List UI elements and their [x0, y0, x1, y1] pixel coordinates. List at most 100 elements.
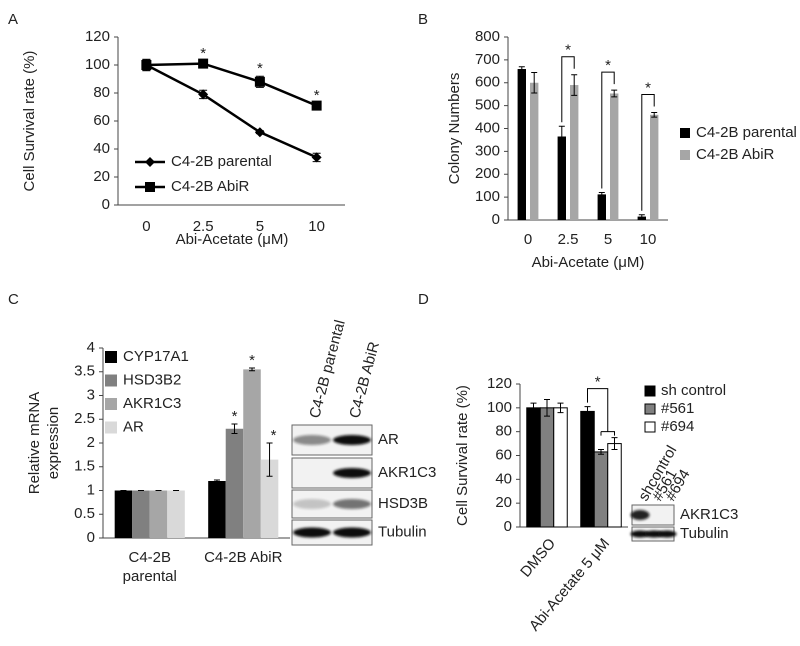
error-bar [611, 437, 618, 451]
significance-star: * [200, 45, 206, 62]
blot-row-label: AR [378, 431, 399, 448]
bar [610, 93, 619, 220]
series-line [146, 62, 318, 107]
y-tick-label: 60 [93, 112, 110, 129]
error-bar [598, 449, 604, 455]
x-tick-label: 2.5 [558, 231, 579, 248]
y-tick-label: 80 [93, 84, 110, 101]
error-bar [213, 479, 220, 483]
y-tick-label: 3 [87, 386, 95, 403]
blot-band [333, 435, 371, 445]
panel-label: C [8, 291, 19, 308]
legend-swatch [105, 421, 117, 434]
marker [141, 60, 152, 70]
legend-label: AR [123, 418, 144, 435]
legend-swatch [680, 150, 690, 160]
y-tick-label: 40 [93, 140, 110, 157]
bar [530, 82, 539, 220]
blot-row-label: HSD3B [378, 495, 428, 512]
y-tick-label: 1 [87, 481, 95, 498]
bar [260, 459, 279, 538]
bar [149, 490, 168, 538]
bar [650, 114, 659, 220]
y-axis-title: Cell Survival rate (%) [21, 51, 38, 192]
y-tick-label: 300 [475, 142, 500, 159]
x-tick-label-box: C4-2B parental [123, 549, 177, 585]
y-tick-label: 0 [102, 196, 110, 213]
blot-row-label: AKR1C3 [680, 506, 738, 523]
error-bar [531, 71, 538, 94]
error-bar [571, 74, 578, 96]
y-tick-label: 120 [487, 375, 512, 392]
error-bar [598, 192, 605, 197]
blot-lane-label: C4-2B AbiR [346, 340, 383, 420]
significance-star: * [249, 352, 255, 369]
blot-band [644, 530, 664, 538]
bar [607, 443, 622, 528]
significance-bracket [641, 93, 655, 211]
error-bar [544, 398, 550, 417]
panel-label: D [418, 291, 429, 308]
legend-label: #694 [661, 418, 694, 435]
blot-row-label: Tubulin [378, 523, 427, 540]
y-tick-label: 500 [475, 97, 500, 114]
error-bar [651, 111, 658, 118]
marker [254, 127, 265, 138]
error-bar [638, 214, 645, 219]
bar [580, 410, 595, 528]
legend-swatch [680, 128, 690, 138]
error-bar [249, 367, 256, 372]
bar [208, 481, 226, 538]
error-bar [584, 406, 591, 417]
bar [557, 136, 566, 220]
x-tick-label: 2.5 [193, 218, 214, 235]
bar [243, 369, 261, 538]
y-tick-label: 0 [87, 529, 95, 546]
y-axis-title: Colony Numbers [446, 73, 463, 185]
y-axis-title: Relative mRNA expression [26, 391, 62, 495]
significance-star: * [232, 408, 238, 425]
y-tick-label: 0 [492, 211, 500, 228]
y-tick-label: 60 [495, 446, 512, 463]
y-tick-label: 800 [475, 28, 500, 45]
y-tick-label: 80 [495, 423, 512, 440]
legend-swatch [105, 374, 117, 387]
error-bar [557, 402, 564, 414]
y-tick-label: 200 [475, 165, 500, 182]
y-tick-label: 120 [85, 28, 110, 45]
bar [570, 85, 579, 220]
significance-star: * [565, 42, 571, 59]
y-tick-label: 2 [87, 434, 95, 451]
legend-marker [145, 157, 155, 167]
significance-star: * [271, 427, 277, 444]
x-tick-label: 5 [256, 218, 264, 235]
blot-lane-label: C4-2B parental [306, 318, 349, 420]
significance-bracket [601, 71, 615, 189]
significance-star: * [595, 374, 601, 391]
panel-label: B [418, 11, 428, 28]
bar [526, 407, 541, 528]
marker [311, 100, 322, 111]
blot-row-label: AKR1C3 [378, 464, 436, 481]
panel-label: A [8, 11, 18, 28]
y-tick-label: 4 [87, 339, 95, 356]
bar [553, 407, 568, 528]
x-axis-title: Abi-Acetate (μM) [176, 231, 289, 248]
y-tick-label: 400 [475, 119, 500, 136]
error-bar [231, 423, 238, 434]
legend-label: C4-2B parental [171, 153, 272, 170]
y-tick-label: 0.5 [74, 505, 95, 522]
legend-swatch [105, 351, 117, 363]
legend-label: HSD3B2 [123, 371, 181, 388]
error-bar [530, 402, 537, 414]
legend-marker [145, 182, 155, 192]
legend-swatch [644, 421, 656, 433]
blot-band [293, 499, 331, 509]
legend-label: #561 [661, 400, 694, 417]
x-tick-label: 0 [524, 231, 532, 248]
y-tick-label: 1.5 [74, 458, 95, 475]
y-tick-label: 100 [487, 399, 512, 416]
legend-label: C4-2B parental [696, 124, 797, 141]
bar [225, 428, 244, 538]
